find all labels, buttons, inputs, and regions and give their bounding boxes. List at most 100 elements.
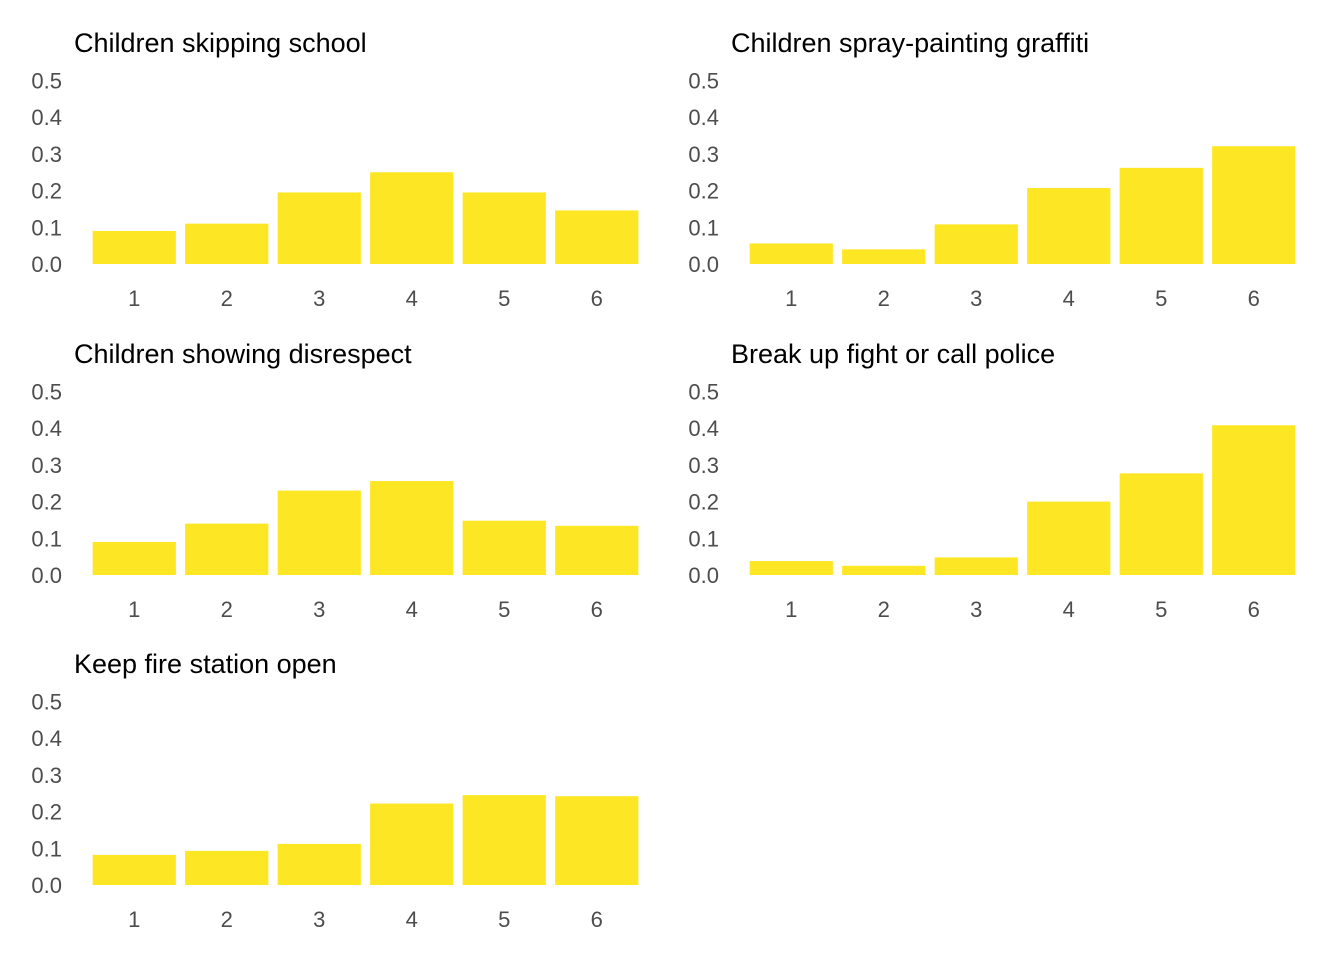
bar-6 [555, 796, 639, 885]
panel-title: Children skipping school [74, 28, 367, 58]
x-tick-label: 3 [313, 286, 325, 311]
y-tick-label: 0.3 [31, 763, 62, 788]
bar-1 [749, 243, 833, 264]
y-tick-label: 0.4 [31, 416, 62, 441]
y-tick-label: 0.3 [688, 142, 719, 167]
chart-panel-1: Children skipping school 0.0 0.1 0.2 0.3 0.4 0… [31, 28, 639, 311]
x-tick-label: 3 [970, 286, 982, 311]
bar-2 [185, 523, 269, 575]
x-tick-label: 4 [1063, 597, 1075, 622]
x-tick-label: 1 [128, 286, 140, 311]
x-tick-label: 3 [313, 907, 325, 932]
y-tick-label: 0.4 [688, 105, 719, 130]
x-tick-label: 2 [878, 286, 890, 311]
x-tick-label: 1 [785, 286, 797, 311]
bar-2 [185, 850, 269, 885]
x-tick-label: 4 [406, 286, 418, 311]
y-tick-label: 0.1 [31, 215, 62, 240]
bar-2 [185, 223, 269, 264]
y-tick-label: 0.1 [688, 215, 719, 240]
y-tick-label: 0.2 [688, 490, 719, 515]
y-tick-label: 0.0 [31, 873, 62, 898]
bar-2 [842, 565, 926, 575]
x-tick-label: 4 [1063, 286, 1075, 311]
bar-3 [277, 192, 361, 264]
y-tick-label: 0.5 [688, 69, 719, 94]
x-tick-label: 6 [591, 286, 603, 311]
x-tick-label: 4 [406, 597, 418, 622]
x-tick-label: 6 [1248, 597, 1260, 622]
bar-5 [1119, 473, 1203, 575]
x-tick-label: 2 [878, 597, 890, 622]
y-tick-label: 0.5 [31, 380, 62, 405]
y-tick-label: 0.0 [688, 252, 719, 277]
y-tick-label: 0.1 [31, 526, 62, 551]
x-tick-label: 6 [591, 907, 603, 932]
chart-panel-2: Children spray-painting graffiti 0.0 0.1 0.… [688, 28, 1296, 311]
y-tick-label: 0.0 [31, 563, 62, 588]
x-tick-label: 2 [221, 907, 233, 932]
y-tick-label: 0.1 [31, 836, 62, 861]
bar-4 [370, 172, 454, 264]
x-tick-label: 2 [221, 286, 233, 311]
bar-1 [92, 230, 176, 264]
bar-4 [370, 803, 454, 885]
x-tick-label: 1 [785, 597, 797, 622]
x-tick-label: 5 [498, 907, 510, 932]
bar-6 [555, 525, 639, 575]
x-tick-label: 5 [1155, 286, 1167, 311]
y-tick-label: 0.4 [688, 416, 719, 441]
panel-title: Keep fire station open [74, 649, 337, 679]
x-tick-label: 5 [498, 597, 510, 622]
y-tick-label: 0.2 [31, 179, 62, 204]
x-tick-label: 5 [498, 286, 510, 311]
y-tick-label: 0.3 [31, 142, 62, 167]
y-tick-label: 0.1 [688, 526, 719, 551]
y-tick-label: 0.2 [31, 490, 62, 515]
x-tick-label: 2 [221, 597, 233, 622]
y-tick-label: 0.5 [31, 69, 62, 94]
panel-title: Break up fight or call police [731, 339, 1055, 369]
chart-panel-4: Break up fight or call police 0.0 0.1 0.2 0.… [688, 339, 1296, 622]
x-tick-label: 6 [591, 597, 603, 622]
bar-6 [1212, 146, 1296, 264]
y-tick-label: 0.5 [688, 380, 719, 405]
y-tick-label: 0.5 [31, 690, 62, 715]
y-tick-label: 0.2 [688, 179, 719, 204]
y-tick-label: 0.2 [31, 800, 62, 825]
panel-title: Children showing disrespect [74, 339, 412, 369]
bar-4 [1027, 501, 1111, 575]
y-tick-label: 0.4 [31, 726, 62, 751]
bar-5 [462, 520, 546, 575]
bar-3 [277, 843, 361, 885]
y-tick-label: 0.3 [688, 453, 719, 478]
chart-panel-3: Children showing disrespect 0.0 0.1 0.2 0.3 0… [31, 339, 639, 622]
y-tick-label: 0.0 [688, 563, 719, 588]
bar-3 [277, 490, 361, 575]
x-tick-label: 3 [313, 597, 325, 622]
x-tick-label: 1 [128, 907, 140, 932]
x-tick-label: 5 [1155, 597, 1167, 622]
chart-panel-5: Keep fire station open 0.0 0.1 0.2 0.3 0.4 0.5… [31, 649, 639, 932]
bar-5 [1119, 167, 1203, 264]
x-tick-label: 4 [406, 907, 418, 932]
y-tick-label: 0.3 [31, 453, 62, 478]
bar-4 [370, 481, 454, 575]
bar-6 [1212, 425, 1296, 575]
bar-1 [749, 561, 833, 575]
y-tick-label: 0.4 [31, 105, 62, 130]
bar-2 [842, 249, 926, 264]
x-tick-label: 1 [128, 597, 140, 622]
bar-6 [555, 210, 639, 264]
panel-title: Children spray-painting graffiti [731, 28, 1089, 58]
x-tick-label: 6 [1248, 286, 1260, 311]
x-tick-label: 3 [970, 597, 982, 622]
bar-5 [462, 192, 546, 264]
bar-1 [92, 854, 176, 885]
bar-3 [934, 224, 1018, 264]
bar-4 [1027, 188, 1111, 264]
bar-5 [462, 795, 546, 885]
bar-3 [934, 557, 1018, 575]
bar-1 [92, 541, 176, 575]
